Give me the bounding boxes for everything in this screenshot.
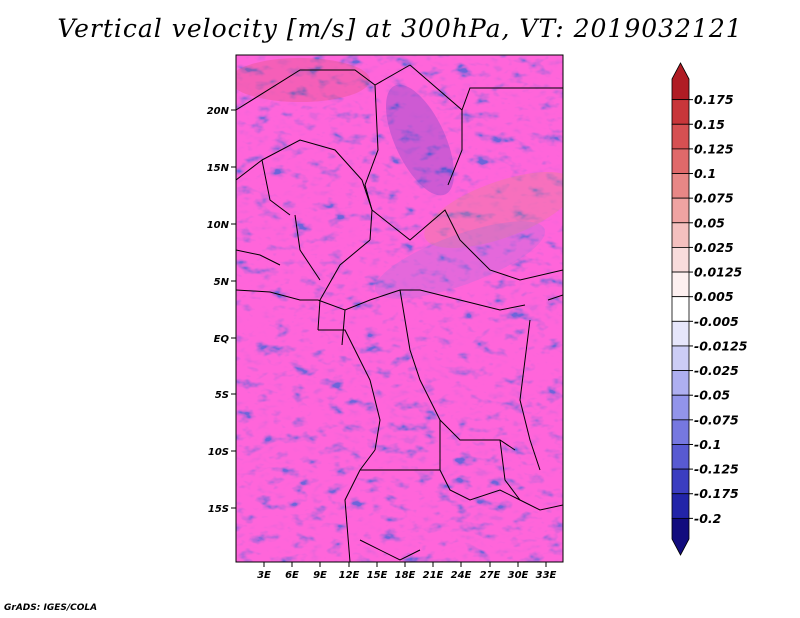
lon-tick: 15E bbox=[367, 562, 388, 581]
colorbar-swatch bbox=[671, 517, 690, 556]
lon-tick: 33E bbox=[536, 562, 557, 581]
colorbar-label: 0.025 bbox=[694, 240, 734, 255]
svg-text:15N: 15N bbox=[207, 163, 230, 174]
svg-text:15S: 15S bbox=[208, 504, 229, 515]
vertical-velocity-field bbox=[236, 55, 563, 562]
svg-text:30E: 30E bbox=[508, 570, 529, 581]
colorbar-label: -0.025 bbox=[694, 363, 739, 378]
colorbar-swatch bbox=[671, 370, 690, 396]
lon-tick: 6E bbox=[285, 562, 299, 581]
colorbar-label: 0.125 bbox=[694, 141, 734, 156]
lat-tick: 5S bbox=[215, 390, 236, 401]
lon-tick: 24E bbox=[451, 562, 472, 581]
colorbar-swatch bbox=[671, 173, 690, 199]
colorbar-label: -0.05 bbox=[694, 388, 730, 403]
lon-tick: 18E bbox=[395, 562, 416, 581]
lat-tick: 5N bbox=[214, 277, 236, 288]
svg-text:33E: 33E bbox=[536, 570, 557, 581]
map-frame bbox=[235, 54, 564, 563]
svg-text:5S: 5S bbox=[215, 390, 229, 401]
lat-tick: 10S bbox=[208, 447, 236, 458]
colorbar-swatch bbox=[671, 419, 690, 445]
colorbar-swatch bbox=[671, 123, 690, 150]
svg-text:EQ: EQ bbox=[214, 334, 230, 345]
lat-tick: 15S bbox=[208, 504, 236, 515]
svg-text:3E: 3E bbox=[257, 570, 271, 581]
colorbar-label: 0.05 bbox=[694, 215, 725, 230]
colorbar-label: -0.125 bbox=[694, 462, 739, 477]
colorbar-label: 0.005 bbox=[694, 289, 734, 304]
colorbar-swatch bbox=[671, 222, 690, 248]
grads-credit: GrADS: IGES/COLA bbox=[4, 603, 98, 613]
lat-tick: EQ bbox=[214, 334, 236, 345]
longitude-axis: 3E 6E 9E 12E 15E 18E 21E 24E 27E 30E 33E bbox=[257, 562, 557, 581]
colorbar-swatch bbox=[671, 468, 690, 495]
colorbar-label: 0.15 bbox=[694, 117, 725, 132]
svg-text:12E: 12E bbox=[339, 570, 360, 581]
colorbar-swatch bbox=[671, 148, 690, 174]
lon-tick: 21E bbox=[423, 562, 444, 581]
svg-text:10S: 10S bbox=[208, 447, 229, 458]
svg-text:6E: 6E bbox=[285, 570, 299, 581]
svg-text:9E: 9E bbox=[313, 570, 327, 581]
svg-text:21E: 21E bbox=[423, 570, 444, 581]
colorbar-label: -0.2 bbox=[694, 511, 721, 526]
colorbar-swatch bbox=[671, 197, 690, 224]
colorbar-swatch bbox=[671, 247, 690, 273]
lon-tick: 3E bbox=[257, 562, 271, 581]
colorbar-label: -0.075 bbox=[694, 412, 739, 427]
country-borders bbox=[236, 64, 563, 562]
svg-text:24E: 24E bbox=[451, 570, 472, 581]
colorbar-swatch bbox=[671, 99, 690, 125]
lon-tick: 9E bbox=[313, 562, 327, 581]
lon-tick: 30E bbox=[508, 562, 529, 581]
colorbar-swatch bbox=[671, 296, 690, 322]
colorbar-swatch bbox=[671, 444, 690, 470]
colorbar-label: 0.0125 bbox=[694, 265, 743, 280]
svg-text:10N: 10N bbox=[207, 220, 230, 231]
svg-text:18E: 18E bbox=[395, 570, 416, 581]
colorbar-swatch bbox=[671, 62, 690, 101]
svg-text:15E: 15E bbox=[367, 570, 388, 581]
latitude-axis: 20N 15N 10N 5N EQ 5S 10S 15S bbox=[207, 106, 236, 515]
colorbar-label: 0.1 bbox=[694, 166, 716, 181]
colorbar-label: -0.1 bbox=[694, 437, 721, 452]
svg-text:27E: 27E bbox=[480, 570, 501, 581]
lat-tick: 15N bbox=[207, 163, 236, 174]
chart-title: Vertical velocity [m/s] at 300hPa, VT: 2… bbox=[57, 14, 743, 43]
svg-text:5N: 5N bbox=[214, 277, 230, 288]
lat-tick: 10N bbox=[207, 220, 236, 231]
colorbar-label: -0.175 bbox=[694, 486, 739, 501]
lon-tick: 12E bbox=[339, 562, 360, 581]
colorbar-label: -0.005 bbox=[694, 314, 739, 329]
colorbar-swatch bbox=[671, 493, 690, 519]
colorbar: 0.175 0.15 0.125 0.1 0.075 0.05 0.025 0.0125 0.0… bbox=[671, 62, 748, 556]
colorbar-swatch bbox=[671, 320, 690, 347]
colorbar-swatch bbox=[671, 271, 690, 298]
svg-text:20N: 20N bbox=[207, 106, 230, 117]
colorbar-label: 0.075 bbox=[694, 191, 734, 206]
colorbar-label: -0.0125 bbox=[694, 338, 748, 353]
lat-tick: 20N bbox=[207, 106, 236, 117]
colorbar-swatch bbox=[671, 394, 690, 421]
colorbar-swatch bbox=[671, 345, 690, 371]
colorbar-label: 0.175 bbox=[694, 92, 734, 107]
lon-tick: 27E bbox=[480, 562, 501, 581]
